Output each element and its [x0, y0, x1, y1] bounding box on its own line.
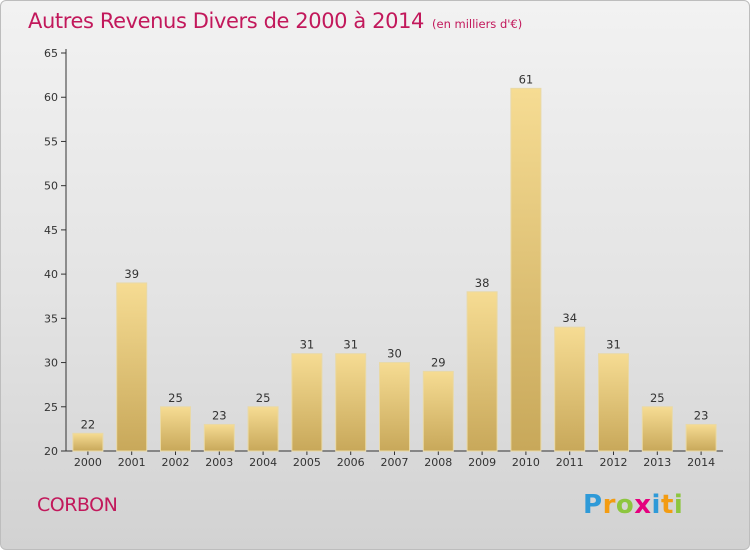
x-tick-label: 2009 [468, 456, 496, 469]
x-tick-label: 2010 [512, 456, 540, 469]
logo-letter: x [634, 490, 652, 520]
x-tick-label: 2001 [118, 456, 146, 469]
y-tick-label: 50 [44, 180, 58, 193]
bar-value-label: 25 [168, 391, 183, 405]
bar [554, 326, 586, 452]
bar-value-label: 38 [475, 276, 490, 290]
bar [203, 423, 235, 452]
bar-value-label: 30 [387, 347, 402, 361]
bar [685, 423, 717, 452]
bar [510, 87, 542, 452]
chart-axes: 20 25 30 35 40 45 50 55 60 65 2000 2001 2002 2003 2004… [44, 47, 723, 469]
bar [641, 406, 673, 452]
x-tick-label: 2005 [293, 456, 321, 469]
y-tick-label: 60 [44, 91, 58, 104]
logo-letter: r [602, 490, 616, 520]
logo-letter: i [651, 490, 661, 520]
bar [466, 291, 498, 452]
bar [379, 362, 410, 452]
bar-value-label: 22 [81, 417, 96, 431]
logo-letter: i [673, 490, 684, 520]
chart-title: Autres Revenus Divers de 2000 à 2014 (en … [28, 9, 522, 33]
y-tick-label: 55 [44, 135, 58, 148]
bar-value-label: 34 [562, 311, 577, 325]
bar [598, 353, 629, 452]
x-tick-label: 2003 [205, 456, 233, 469]
logo-letter: o [615, 490, 635, 520]
bar-value-label: 23 [212, 408, 227, 422]
bar [72, 432, 104, 452]
bar-value-label: 61 [519, 72, 534, 86]
bar [422, 370, 454, 452]
bar-value-label: 31 [606, 338, 621, 352]
y-tick-label: 25 [44, 401, 58, 414]
logo-letter: t [660, 490, 674, 520]
y-tick-label: 35 [44, 312, 58, 325]
x-tick-label: 2008 [424, 456, 452, 469]
x-tick-label: 2000 [74, 456, 102, 469]
bar-value-label: 39 [124, 267, 139, 281]
x-tick-label: 2011 [556, 456, 584, 469]
chart-bars: 22 39 25 23 25 31 31 30 29 38 61 34 31 25 23 [72, 72, 717, 452]
bar-value-label: 25 [256, 391, 271, 405]
commune-name: CORBON [37, 494, 118, 516]
logo-letter: P [583, 490, 603, 520]
bar-value-label: 25 [650, 391, 665, 405]
y-tick-label: 30 [44, 357, 58, 370]
bar [291, 353, 323, 452]
x-tick-label: 2004 [249, 456, 277, 469]
bar-value-label: 23 [694, 408, 709, 422]
x-tick-label: 2012 [600, 456, 628, 469]
bar [335, 353, 367, 452]
y-tick-label: 45 [44, 224, 58, 237]
bar-value-label: 29 [431, 355, 446, 369]
x-tick-label: 2014 [687, 456, 715, 469]
x-tick-label: 2007 [381, 456, 409, 469]
x-tick-label: 2006 [337, 456, 365, 469]
bar [160, 406, 191, 452]
bar [247, 406, 279, 452]
y-tick-label: 20 [44, 445, 58, 458]
y-tick-label: 40 [44, 268, 58, 281]
x-tick-label: 2002 [162, 456, 190, 469]
chart-subtitle: (en milliers d'€) [432, 17, 523, 31]
x-tick-label: 2013 [643, 456, 671, 469]
proxiti-logo: Proxiti [583, 490, 683, 520]
chart-title-main: Autres Revenus Divers de 2000 à 2014 [28, 9, 425, 33]
bar-value-label: 31 [343, 338, 358, 352]
bar [116, 282, 148, 452]
bar-value-label: 31 [300, 338, 315, 352]
y-tick-label: 65 [44, 47, 58, 60]
